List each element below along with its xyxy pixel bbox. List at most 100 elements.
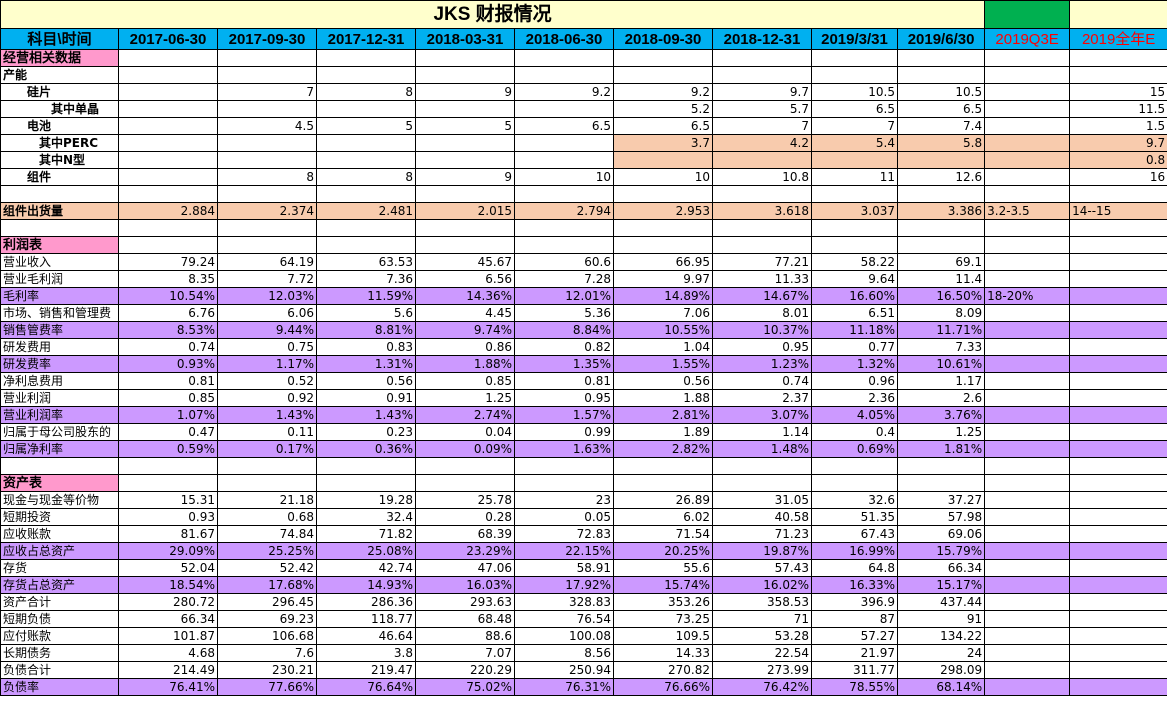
data-cell[interactable] (1069, 491, 1167, 509)
data-cell[interactable]: 0.68 (217, 508, 317, 526)
data-cell[interactable] (1069, 321, 1167, 339)
data-cell[interactable]: 101.87 (118, 627, 218, 645)
row-label[interactable]: 负债率 (0, 678, 119, 696)
data-cell[interactable] (217, 49, 317, 67)
row-label[interactable] (0, 457, 119, 475)
data-cell[interactable] (118, 83, 218, 101)
data-cell[interactable]: 1.43% (316, 406, 416, 424)
data-cell[interactable]: 6.5 (514, 117, 614, 135)
data-cell[interactable]: 0.11 (217, 423, 317, 441)
header-cell-subject[interactable]: 科目\时间 (0, 28, 119, 50)
data-cell[interactable] (712, 474, 812, 492)
data-cell[interactable] (984, 83, 1071, 101)
data-cell[interactable]: 6.5 (811, 100, 898, 118)
data-cell[interactable]: 6.06 (217, 304, 317, 322)
data-cell[interactable]: 66.95 (613, 253, 713, 271)
data-cell[interactable]: 3.037 (811, 202, 898, 220)
data-cell[interactable]: 18.54% (118, 576, 218, 594)
data-cell[interactable]: 2.374 (217, 202, 317, 220)
data-cell[interactable] (896, 457, 986, 475)
data-cell[interactable] (1069, 287, 1167, 305)
data-cell[interactable]: 66.34 (896, 559, 986, 577)
data-cell[interactable]: 25.25% (217, 542, 317, 560)
data-cell[interactable]: 22.54 (712, 644, 812, 662)
data-cell[interactable]: 0.09% (415, 440, 515, 458)
data-cell[interactable]: 88.6 (415, 627, 515, 645)
data-cell[interactable]: 7.28 (514, 270, 614, 288)
data-cell[interactable] (712, 151, 812, 169)
data-cell[interactable] (1069, 49, 1167, 67)
data-cell[interactable]: 6.5 (613, 117, 713, 135)
data-cell[interactable] (984, 389, 1071, 407)
row-label[interactable]: 应收占总资产 (0, 542, 119, 560)
row-label[interactable]: 应收账款 (0, 525, 119, 543)
data-cell[interactable]: 9 (415, 168, 515, 186)
data-cell[interactable] (712, 219, 812, 237)
data-cell[interactable]: 1.63% (514, 440, 614, 458)
data-cell[interactable]: 9.7 (712, 83, 812, 101)
data-cell[interactable]: 52.42 (217, 559, 317, 577)
data-cell[interactable] (1069, 253, 1167, 271)
data-cell[interactable] (984, 627, 1071, 645)
row-label[interactable]: 净利息费用 (0, 372, 119, 390)
data-cell[interactable]: 19.87% (712, 542, 812, 560)
data-cell[interactable]: 1.43% (217, 406, 317, 424)
data-cell[interactable]: 14.89% (613, 287, 713, 305)
data-cell[interactable] (613, 151, 713, 169)
data-cell[interactable]: 10 (613, 168, 713, 186)
data-cell[interactable] (1069, 610, 1167, 628)
data-cell[interactable]: 106.68 (217, 627, 317, 645)
data-cell[interactable]: 8 (316, 83, 416, 101)
data-cell[interactable] (984, 134, 1071, 152)
data-cell[interactable]: 15.31 (118, 491, 218, 509)
data-cell[interactable] (118, 66, 218, 84)
data-cell[interactable]: 7.33 (896, 338, 986, 356)
data-cell[interactable] (984, 168, 1071, 186)
data-cell[interactable]: 7.72 (217, 270, 317, 288)
data-cell[interactable]: 64.19 (217, 253, 317, 271)
data-cell[interactable]: 1.14 (712, 423, 812, 441)
data-cell[interactable] (984, 219, 1071, 237)
data-cell[interactable]: 42.74 (316, 559, 416, 577)
data-cell[interactable]: 76.66% (613, 678, 713, 696)
data-cell[interactable]: 0.96 (811, 372, 898, 390)
data-cell[interactable]: 5.4 (811, 134, 898, 152)
data-cell[interactable]: 5.6 (316, 304, 416, 322)
data-cell[interactable] (984, 406, 1071, 424)
data-cell[interactable] (316, 236, 416, 254)
data-cell[interactable] (217, 66, 317, 84)
data-cell[interactable]: 109.5 (613, 627, 713, 645)
data-cell[interactable]: 0.92 (217, 389, 317, 407)
data-cell[interactable] (984, 151, 1071, 169)
data-cell[interactable]: 7 (811, 117, 898, 135)
data-cell[interactable]: 0.81 (514, 372, 614, 390)
data-cell[interactable]: 0.56 (316, 372, 416, 390)
data-cell[interactable] (217, 100, 317, 118)
data-cell[interactable] (514, 457, 614, 475)
data-cell[interactable]: 298.09 (896, 661, 986, 679)
row-label[interactable]: 归属于母公司股东的 (0, 423, 119, 441)
row-label[interactable]: 资产合计 (0, 593, 119, 611)
data-cell[interactable]: 23 (514, 491, 614, 509)
data-cell[interactable] (217, 151, 317, 169)
data-cell[interactable] (1069, 474, 1167, 492)
data-cell[interactable]: 353.26 (613, 593, 713, 611)
data-cell[interactable]: 26.89 (613, 491, 713, 509)
data-cell[interactable]: 2.015 (415, 202, 515, 220)
data-cell[interactable] (984, 525, 1071, 543)
row-label[interactable]: 营业收入 (0, 253, 119, 271)
row-label[interactable]: 组件出货量 (0, 202, 119, 220)
data-cell[interactable]: 2.6 (896, 389, 986, 407)
data-cell[interactable] (118, 236, 218, 254)
data-cell[interactable] (712, 185, 812, 203)
data-cell[interactable]: 0.95 (712, 338, 812, 356)
data-cell[interactable] (984, 355, 1071, 373)
data-cell[interactable]: 1.55% (613, 355, 713, 373)
data-cell[interactable]: 219.47 (316, 661, 416, 679)
row-label[interactable]: 销售管费率 (0, 321, 119, 339)
data-cell[interactable]: 73.25 (613, 610, 713, 628)
data-cell[interactable]: 14.33 (613, 644, 713, 662)
data-cell[interactable] (1069, 338, 1167, 356)
data-cell[interactable] (984, 457, 1071, 475)
data-cell[interactable]: 3.07% (712, 406, 812, 424)
